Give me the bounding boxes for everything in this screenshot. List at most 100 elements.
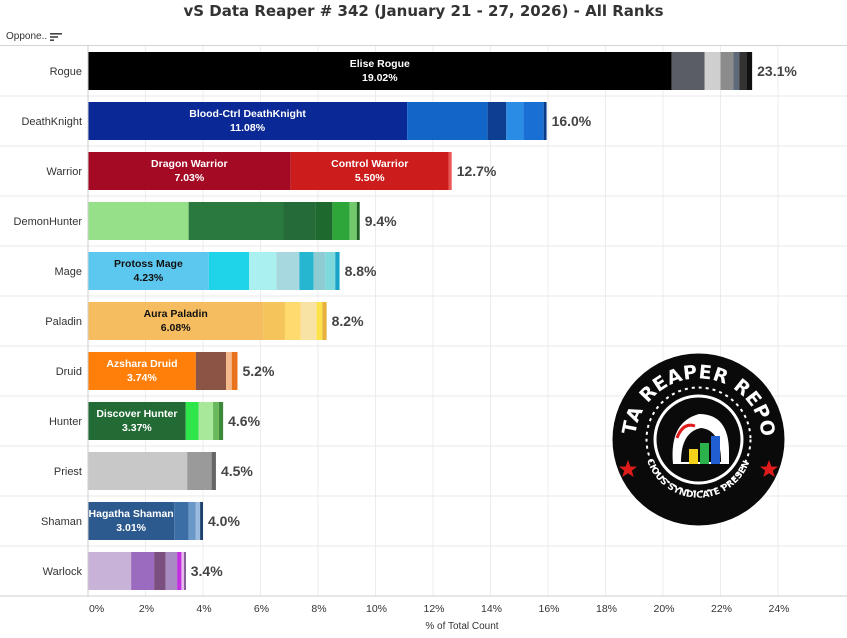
bar-segment[interactable]	[198, 402, 214, 440]
bar-segment[interactable]	[211, 452, 216, 490]
bar-segment[interactable]	[231, 352, 238, 390]
category-label: Hunter	[49, 416, 82, 428]
bar-segment[interactable]	[181, 552, 185, 590]
column-header[interactable]: Oppone..	[6, 31, 63, 42]
x-axis-title: % of Total Count	[425, 621, 498, 632]
total-labels: 23.1% 16.0% 12.7% 9.4% 8.8% 8.2% 5.2% 4.6% 4.5% 4…	[191, 63, 798, 579]
bar-segment[interactable]	[174, 502, 189, 540]
bars: Elise Rogue 19.02% Blood-Ctrl DeathKnight 1…	[88, 52, 753, 590]
bar-icon-blue	[711, 436, 720, 464]
bar-segment[interactable]	[218, 402, 224, 440]
bar-segment[interactable]	[704, 52, 721, 90]
bar-segment[interactable]	[88, 252, 209, 290]
segment-name-label: Discover Hunter	[96, 408, 177, 420]
bar-segment[interactable]	[315, 202, 333, 240]
bar-segment[interactable]	[177, 552, 182, 590]
bar-segment[interactable]	[349, 202, 357, 240]
category-label: Rogue	[50, 66, 82, 78]
x-tick-label: 10%	[366, 603, 387, 615]
sort-descending-icon[interactable]	[50, 32, 63, 42]
bar-segment[interactable]	[88, 302, 264, 340]
bar-segment[interactable]	[332, 202, 350, 240]
bar-segment[interactable]	[300, 302, 317, 340]
x-tick-label: 22%	[711, 603, 732, 615]
chart-title: vS Data Reaper # 342 (January 21 - 27, 2…	[183, 2, 664, 20]
bar-segment[interactable]	[88, 202, 189, 240]
bar-segment[interactable]	[322, 302, 327, 340]
bar-segment[interactable]	[276, 252, 300, 290]
total-label: 9.4%	[365, 213, 397, 229]
bar-segment[interactable]	[165, 552, 178, 590]
bar-segment[interactable]	[523, 102, 544, 140]
bar-segment[interactable]	[88, 552, 132, 590]
category-label: Mage	[54, 266, 82, 278]
segment-value-label: 3.74%	[127, 372, 157, 384]
x-tick-label: 12%	[423, 603, 444, 615]
bar-segment[interactable]	[88, 352, 196, 390]
bar-segment[interactable]	[506, 102, 524, 140]
bar-segment[interactable]	[671, 52, 705, 90]
bar-segment[interactable]	[185, 402, 199, 440]
bar-segment[interactable]	[739, 52, 747, 90]
segment-name-label: Aura Paladin	[144, 308, 208, 320]
category-label: DeathKnight	[21, 116, 82, 128]
bar-segment[interactable]	[88, 452, 188, 490]
bar-segment[interactable]	[316, 302, 323, 340]
bar-segment[interactable]	[154, 552, 166, 590]
total-label: 4.5%	[221, 463, 253, 479]
bar-segment[interactable]	[290, 152, 449, 190]
bar-segment[interactable]	[226, 352, 232, 390]
bar-segment[interactable]	[335, 252, 340, 290]
bar-segment[interactable]	[733, 52, 740, 90]
total-label: 4.6%	[228, 413, 260, 429]
bar-segment[interactable]	[208, 252, 249, 290]
bar-segment[interactable]	[131, 552, 155, 590]
bar-segment[interactable]	[299, 252, 314, 290]
x-tick-label: 14%	[481, 603, 502, 615]
bar-segment[interactable]	[720, 52, 734, 90]
segment-name-label: Dragon Warrior	[151, 158, 228, 170]
bar-segment[interactable]	[283, 202, 316, 240]
bar-segment[interactable]	[88, 102, 408, 140]
bar-icon-green	[700, 443, 709, 464]
bar-segment[interactable]	[188, 202, 284, 240]
bar-segment[interactable]	[487, 102, 507, 140]
x-tick-label: 24%	[768, 603, 789, 615]
bar-segment[interactable]	[448, 152, 452, 190]
bar-segment[interactable]	[88, 52, 672, 90]
x-tick-label: 6%	[254, 603, 269, 615]
bar-segment[interactable]	[200, 502, 203, 540]
bar-segment[interactable]	[187, 452, 212, 490]
x-tick-label: 18%	[596, 603, 617, 615]
bar-segment[interactable]	[313, 252, 326, 290]
bar-segment[interactable]	[88, 152, 291, 190]
bar-segment[interactable]	[213, 402, 219, 440]
x-tick-label: 20%	[653, 603, 674, 615]
bar-segment[interactable]	[88, 402, 186, 440]
segment-value-label: 4.23%	[133, 272, 163, 284]
segment-value-label: 3.37%	[122, 422, 152, 434]
scythe-icon	[675, 423, 696, 439]
bar-segment[interactable]	[543, 102, 547, 140]
left-star-icon	[619, 460, 637, 477]
bar-segment[interactable]	[88, 502, 175, 540]
bar-segment[interactable]	[407, 102, 488, 140]
total-label: 23.1%	[757, 63, 797, 79]
segment-value-label: 7.03%	[174, 172, 204, 184]
bar-segment[interactable]	[184, 552, 186, 590]
bar-segment[interactable]	[325, 252, 336, 290]
bar-segment[interactable]	[356, 202, 360, 240]
x-axis: % of Total Count 0% 2% 4% 6% 8% 10% 12% 14% 16% 1…	[0, 46, 847, 632]
segment-name-label: Control Warrior	[331, 158, 408, 170]
bar-segment[interactable]	[284, 302, 301, 340]
segment-name-label: Blood-Ctrl DeathKnight	[189, 108, 306, 120]
bar-segment[interactable]	[195, 502, 201, 540]
category-label: Priest	[54, 466, 82, 478]
total-label: 4.0%	[208, 513, 240, 529]
bar-segment[interactable]	[188, 502, 196, 540]
bar-segment[interactable]	[195, 352, 226, 390]
bar-segment[interactable]	[249, 252, 277, 290]
bar-segment[interactable]	[746, 52, 753, 90]
bar-segment[interactable]	[263, 302, 285, 340]
